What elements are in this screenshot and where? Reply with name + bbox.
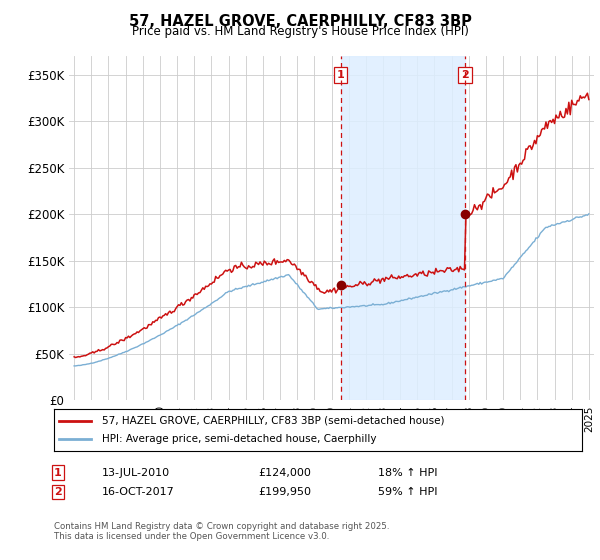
Text: 16-OCT-2017: 16-OCT-2017 (102, 487, 175, 497)
Text: 1: 1 (337, 70, 344, 80)
Text: HPI: Average price, semi-detached house, Caerphilly: HPI: Average price, semi-detached house,… (101, 434, 376, 444)
Text: 18% ↑ HPI: 18% ↑ HPI (378, 468, 437, 478)
Text: £199,950: £199,950 (258, 487, 311, 497)
Text: 1: 1 (54, 468, 62, 478)
Bar (341, 56, 465, 400)
Text: 2: 2 (54, 487, 62, 497)
Text: 57, HAZEL GROVE, CAERPHILLY, CF83 3BP (semi-detached house): 57, HAZEL GROVE, CAERPHILLY, CF83 3BP (s… (101, 416, 444, 426)
Text: 59% ↑ HPI: 59% ↑ HPI (378, 487, 437, 497)
Text: £124,000: £124,000 (258, 468, 311, 478)
Text: 13-JUL-2010: 13-JUL-2010 (102, 468, 170, 478)
Text: Price paid vs. HM Land Registry's House Price Index (HPI): Price paid vs. HM Land Registry's House … (131, 25, 469, 38)
Text: 2: 2 (461, 70, 469, 80)
Text: Contains HM Land Registry data © Crown copyright and database right 2025.
This d: Contains HM Land Registry data © Crown c… (54, 522, 389, 542)
Text: 57, HAZEL GROVE, CAERPHILLY, CF83 3BP: 57, HAZEL GROVE, CAERPHILLY, CF83 3BP (128, 14, 472, 29)
